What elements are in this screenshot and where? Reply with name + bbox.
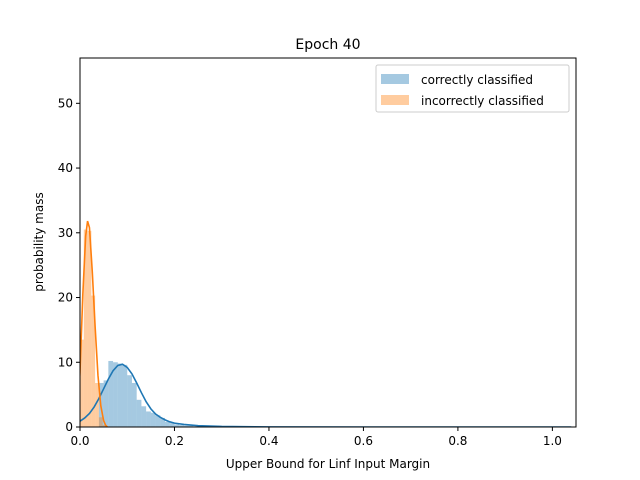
x-tick-label: 1.0 (543, 434, 562, 448)
hist-bar-incorrect (91, 295, 96, 427)
x-tick-label: 0.6 (354, 434, 373, 448)
hist-bar-correct (131, 382, 137, 427)
hist-bar-correct (188, 425, 194, 427)
plot-frame (79, 57, 577, 428)
x-tick-label: 0.4 (259, 434, 278, 448)
x-tick-label: 0.2 (165, 434, 184, 448)
y-axis-label: probability mass (32, 192, 46, 291)
legend-swatch (381, 74, 409, 84)
hist-bar-correct (174, 424, 180, 427)
legend-label: incorrectly classified (421, 94, 544, 108)
hist-bar-correct (146, 411, 151, 427)
x-tick-label: 0.0 (70, 434, 89, 448)
hist-bar-correct (127, 375, 132, 427)
hist-bar-correct (108, 360, 114, 427)
hist-bar-correct (103, 380, 109, 427)
y-tick-label: 10 (58, 355, 73, 369)
hist-bar-correct (160, 417, 166, 427)
x-tick-label: 0.8 (448, 434, 467, 448)
hist-bar-correct (179, 425, 184, 427)
hist-bar-correct (136, 399, 142, 427)
hist-bar-correct (165, 421, 170, 427)
hist-bar-correct (183, 425, 189, 427)
hist-bar-incorrect (98, 417, 103, 427)
y-tick-label: 20 (58, 291, 73, 305)
hist-bar-incorrect (95, 382, 99, 427)
hist-bar-incorrect (102, 425, 107, 427)
hist-bar-incorrect (87, 230, 92, 427)
y-tick-label: 30 (58, 226, 73, 240)
chart-title: Epoch 40 (295, 37, 360, 53)
x-axis-label: Upper Bound for Linf Input Margin (226, 457, 430, 471)
hist-bar-correct (117, 363, 123, 427)
hist-bar-correct (150, 412, 156, 427)
legend-label: correctly classified (421, 73, 533, 87)
y-tick-label: 50 (58, 96, 73, 110)
y-tick-label: 40 (58, 161, 73, 175)
legend-box (375, 64, 570, 113)
hist-bar-correct (113, 362, 118, 427)
y-tick-label: 0 (65, 420, 73, 434)
legend-swatch (381, 95, 409, 105)
hist-bar-incorrect (83, 229, 88, 427)
hist-bar-correct (169, 423, 175, 427)
kde-line-correct (80, 363, 572, 427)
hist-bar-incorrect (80, 339, 84, 427)
hist-bar-correct (122, 364, 128, 427)
hist-bar-correct (155, 415, 161, 427)
hist-bar-correct (141, 406, 147, 427)
legend: correctly classified incorrectly classifi… (375, 64, 570, 113)
